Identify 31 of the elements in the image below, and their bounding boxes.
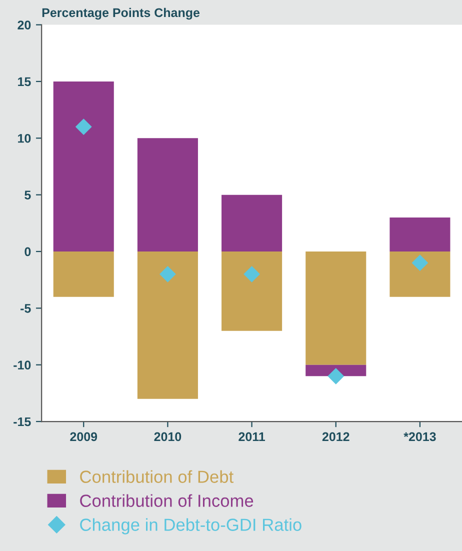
y-tick-label: -5 bbox=[20, 304, 31, 313]
y-tick-label: 5 bbox=[24, 190, 31, 200]
bar bbox=[53, 81, 114, 252]
bar bbox=[137, 251, 198, 399]
bar bbox=[390, 217, 450, 252]
bar bbox=[53, 251, 114, 297]
x-tick-label: *2013 bbox=[404, 432, 436, 442]
point bbox=[75, 118, 92, 136]
bar bbox=[306, 251, 366, 365]
chart-title: Percentage Points Change bbox=[42, 8, 200, 20]
legend-label: Contribution of Income bbox=[80, 494, 254, 507]
point bbox=[159, 266, 176, 282]
x-tick-label: 2010 bbox=[154, 432, 182, 442]
y-tick-label: -10 bbox=[14, 360, 31, 370]
bar bbox=[137, 138, 198, 252]
y-tick-label: 20 bbox=[18, 20, 31, 30]
legend-label: Change in Debt-to-GDI Ratio bbox=[80, 518, 302, 534]
point bbox=[328, 368, 344, 384]
x-tick-label: 2011 bbox=[238, 432, 266, 442]
point bbox=[412, 254, 428, 272]
bar bbox=[222, 251, 282, 331]
y-tick-label: 0 bbox=[24, 247, 31, 256]
point bbox=[244, 266, 260, 282]
legend-label: Contribution of Debt bbox=[80, 470, 234, 483]
x-tick-label: 2012 bbox=[322, 432, 350, 442]
y-tick-label: -15 bbox=[14, 417, 31, 426]
y-tick-label: 15 bbox=[18, 77, 31, 86]
bar bbox=[390, 251, 450, 297]
x-tick-label: 2009 bbox=[70, 432, 98, 442]
y-tick-label: 10 bbox=[18, 134, 31, 143]
bar bbox=[222, 194, 282, 252]
